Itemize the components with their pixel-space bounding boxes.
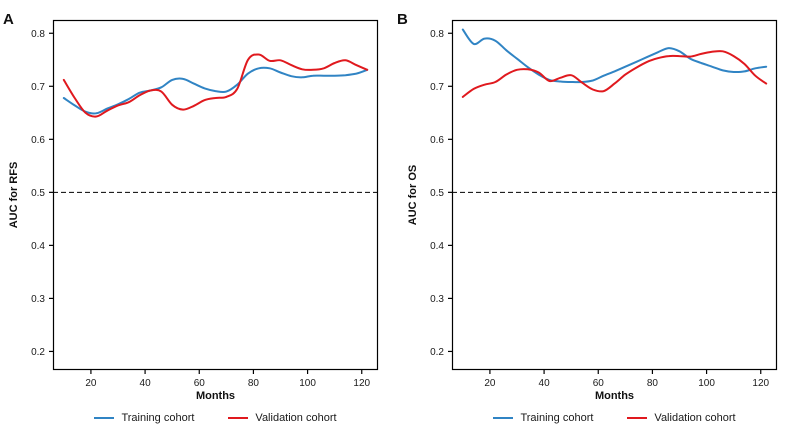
- svg-text:0.8: 0.8: [430, 29, 444, 40]
- svg-text:0.7: 0.7: [31, 82, 45, 93]
- svg-text:0.6: 0.6: [430, 135, 444, 146]
- svg-text:100: 100: [698, 378, 715, 389]
- svg-text:40: 40: [140, 378, 152, 389]
- plot-area-rfs: 0.2 0.3 0.4 0.5 0.6 0.7 0.8 20 40 60 80 100 120: [31, 19, 379, 389]
- svg-text:40: 40: [539, 378, 551, 389]
- panel-rfs: A AUC for RFS 0.2 0.3 0.4 0.5 0.6 0.7 0.8 20 40 6…: [0, 0, 394, 429]
- svg-text:0.5: 0.5: [430, 188, 444, 199]
- svg-text:20: 20: [85, 378, 97, 389]
- svg-text:60: 60: [194, 378, 206, 389]
- validation-line-swatch-icon: [228, 417, 249, 419]
- legend-item-validation: Validation cohort: [228, 412, 337, 424]
- y-axis-label-rfs: AUC for RFS: [8, 161, 20, 229]
- training-line-swatch-icon: [94, 417, 115, 419]
- svg-text:0.4: 0.4: [430, 241, 444, 252]
- panel-label-b: B: [397, 11, 408, 28]
- svg-text:0.2: 0.2: [430, 347, 444, 358]
- svg-text:100: 100: [299, 378, 316, 389]
- training-line-swatch-icon: [493, 417, 514, 419]
- legend-label-validation: Validation cohort: [255, 412, 337, 424]
- panel-os: B AUC for OS 0.2 0.3 0.4 0.5 0.6 0.7 0.8 20 40 60…: [394, 0, 788, 429]
- svg-text:80: 80: [248, 378, 260, 389]
- legend-item-validation: Validation cohort: [627, 412, 736, 424]
- x-axis-label-months-a: Months: [195, 390, 236, 402]
- svg-text:60: 60: [593, 378, 605, 389]
- panel-label-a: A: [3, 11, 14, 28]
- legend-item-training: Training cohort: [493, 412, 593, 424]
- svg-text:0.8: 0.8: [31, 29, 45, 40]
- svg-text:120: 120: [752, 378, 769, 389]
- plot-area-os: 0.2 0.3 0.4 0.5 0.6 0.7 0.8 20 40 60 80 100 120: [430, 19, 778, 389]
- svg-text:120: 120: [353, 378, 370, 389]
- y-axis-label-os: AUC for OS: [407, 164, 419, 226]
- legend-a: Training cohort Validation cohort: [53, 412, 378, 424]
- svg-text:0.4: 0.4: [31, 241, 45, 252]
- svg-text:0.6: 0.6: [31, 135, 45, 146]
- svg-text:0.5: 0.5: [31, 188, 45, 199]
- svg-text:80: 80: [647, 378, 659, 389]
- legend-label-training: Training cohort: [520, 412, 594, 424]
- legend-label-validation: Validation cohort: [654, 412, 736, 424]
- svg-text:0.3: 0.3: [31, 294, 45, 305]
- svg-text:0.3: 0.3: [430, 294, 444, 305]
- svg-text:20: 20: [484, 378, 496, 389]
- legend-item-training: Training cohort: [94, 412, 194, 424]
- legend-b: Training cohort Validation cohort: [452, 412, 777, 424]
- validation-line-swatch-icon: [627, 417, 648, 419]
- legend-label-training: Training cohort: [121, 412, 195, 424]
- x-axis-label-months-b: Months: [594, 390, 635, 402]
- svg-text:0.2: 0.2: [31, 347, 45, 358]
- svg-text:0.7: 0.7: [430, 82, 444, 93]
